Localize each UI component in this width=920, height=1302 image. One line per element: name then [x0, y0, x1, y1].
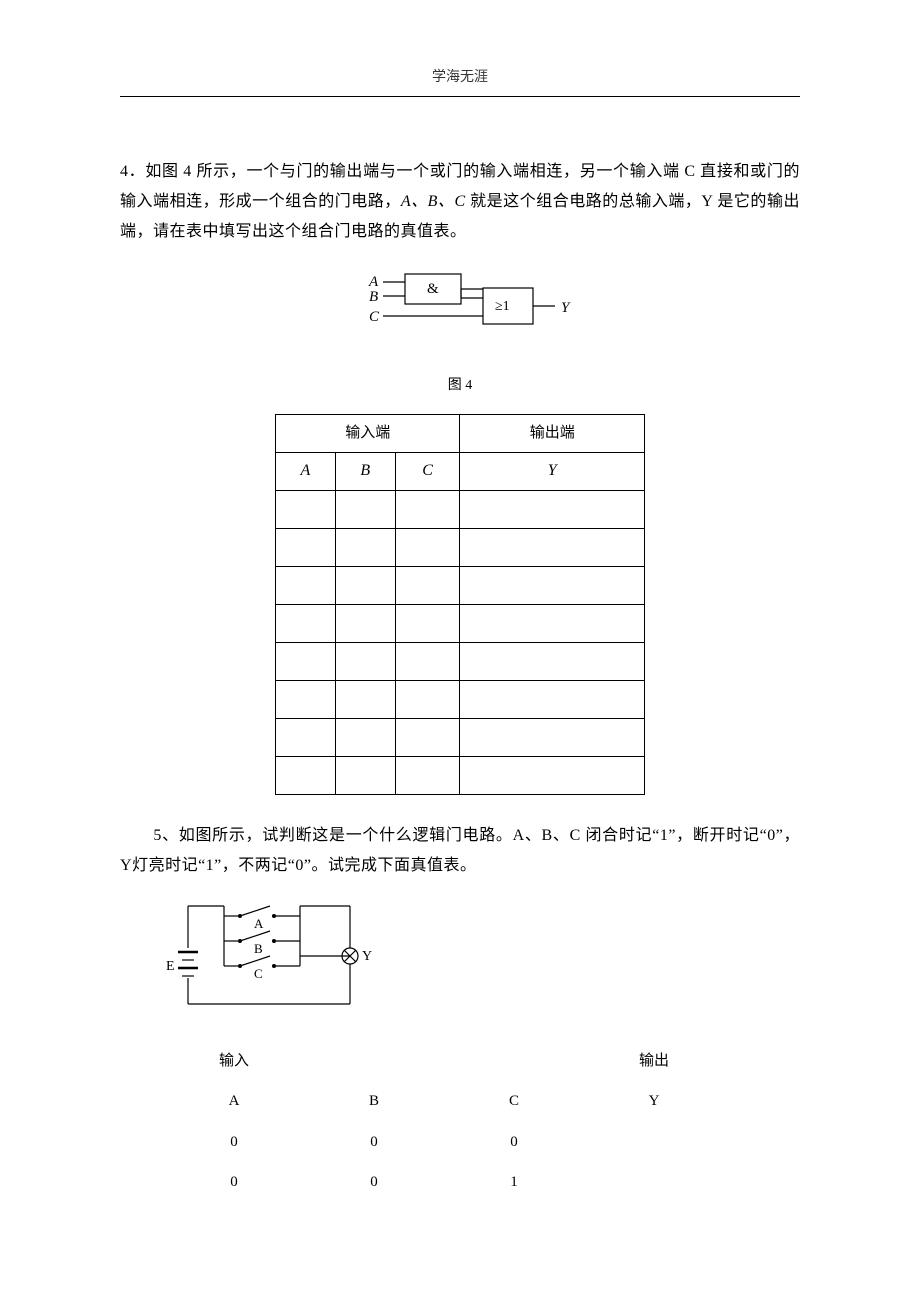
q5-table-header-1: 输入 输出 — [164, 1041, 724, 1082]
cell-c: 1 — [444, 1162, 584, 1203]
th-input: 输入端 — [276, 414, 460, 452]
table-row — [276, 490, 645, 528]
cell-y — [584, 1162, 724, 1203]
table-row — [276, 680, 645, 718]
cell-y — [584, 1122, 724, 1163]
label-b: B — [369, 289, 378, 305]
q5-paragraph: 5、如图所示，试判断这是一个什么逻辑门电路。A、B、C 闭合时记“1”，断开时记… — [120, 821, 800, 882]
q5-th-y: Y — [584, 1081, 724, 1122]
cell-c: 0 — [444, 1122, 584, 1163]
q4-text-1: 4．如图 4 所示，一个 — [120, 163, 280, 180]
q4-truth-table: 输入端 输出端 A B C Y — [275, 414, 645, 795]
table-row — [276, 718, 645, 756]
cell-b: 0 — [304, 1162, 444, 1203]
label-y: Y — [561, 300, 571, 316]
sw-c-node-r — [272, 964, 276, 968]
q5-truth-table: 输入 输出 A B C Y 0 0 0 0 0 1 — [164, 1041, 724, 1203]
label-e: E — [166, 959, 175, 974]
sw-b-node-r — [272, 939, 276, 943]
cell-b: 0 — [304, 1122, 444, 1163]
th-output: 输出端 — [460, 414, 645, 452]
q4-text-5: 就是这个组合 — [466, 193, 570, 210]
q4-text-3b: 输 — [120, 193, 137, 210]
label-a: A — [368, 274, 379, 290]
q5-text-2: 灯亮时记“1”，不两记“0”。试完成下 — [132, 857, 394, 874]
label-y5: Y — [362, 949, 372, 964]
q4-paragraph: 4．如图 4 所示，一个与门的输出端与一个或门的输入端相连，另一个输入端 C 直… — [120, 157, 800, 248]
label-b5: B — [254, 941, 263, 956]
sw-b-arm — [240, 931, 270, 941]
sw-c-arm — [240, 956, 270, 966]
label-c: C — [369, 309, 380, 325]
th-a: A — [276, 452, 336, 490]
th-b: B — [335, 452, 395, 490]
q4-text-2: 与门的输出端与一个 — [280, 163, 430, 180]
table-row — [276, 756, 645, 794]
q4-circuit-svg: A B C Y & ≥1 — [345, 266, 575, 356]
header-rule — [120, 96, 800, 97]
table-row — [276, 566, 645, 604]
q4-circuit-caption: 图 4 — [120, 373, 800, 400]
q4-text-4: 入端相连，形成一个组合的门电路， — [137, 193, 401, 210]
page-header-title: 学海无涯 — [120, 65, 800, 96]
label-c5: C — [254, 966, 263, 981]
q5-circuit-diagram: E Y — [160, 896, 800, 1027]
table-header-row-1: 输入端 输出端 — [276, 414, 645, 452]
page: 学海无涯 4．如图 4 所示，一个与门的输出端与一个或门的输入端相连，另一个输入… — [0, 0, 920, 1243]
q5-th-a: A — [164, 1081, 304, 1122]
q5-th-input: 输入 — [164, 1041, 304, 1082]
table-row — [276, 642, 645, 680]
table-row — [276, 604, 645, 642]
table-header-row-2: A B C Y — [276, 452, 645, 490]
q5-table-row: 0 0 1 — [164, 1162, 724, 1203]
q5-table-header-2: A B C Y — [164, 1081, 724, 1122]
q4-text-3: 或门的输入端相连，另一个输入端 C 直接和或门的 — [430, 163, 800, 180]
q4-text-abc: A、B、C — [401, 193, 466, 210]
table-row — [276, 528, 645, 566]
q5-th-c: C — [444, 1081, 584, 1122]
q5-text-3: 面真值表。 — [394, 857, 477, 874]
cell-a: 0 — [164, 1122, 304, 1163]
label-a5: A — [254, 916, 264, 931]
q5-circuit-svg: E Y — [160, 896, 390, 1016]
label-and: & — [427, 281, 439, 297]
label-or: ≥1 — [495, 299, 510, 314]
q5-th-output: 输出 — [584, 1041, 724, 1082]
cell-a: 0 — [164, 1162, 304, 1203]
th-c: C — [395, 452, 460, 490]
sw-a-node-r — [272, 914, 276, 918]
q5-table-row: 0 0 0 — [164, 1122, 724, 1163]
q4-circuit-diagram: A B C Y & ≥1 — [120, 266, 800, 367]
sw-a-arm — [240, 906, 270, 916]
q5-th-b: B — [304, 1081, 444, 1122]
th-y: Y — [460, 452, 645, 490]
